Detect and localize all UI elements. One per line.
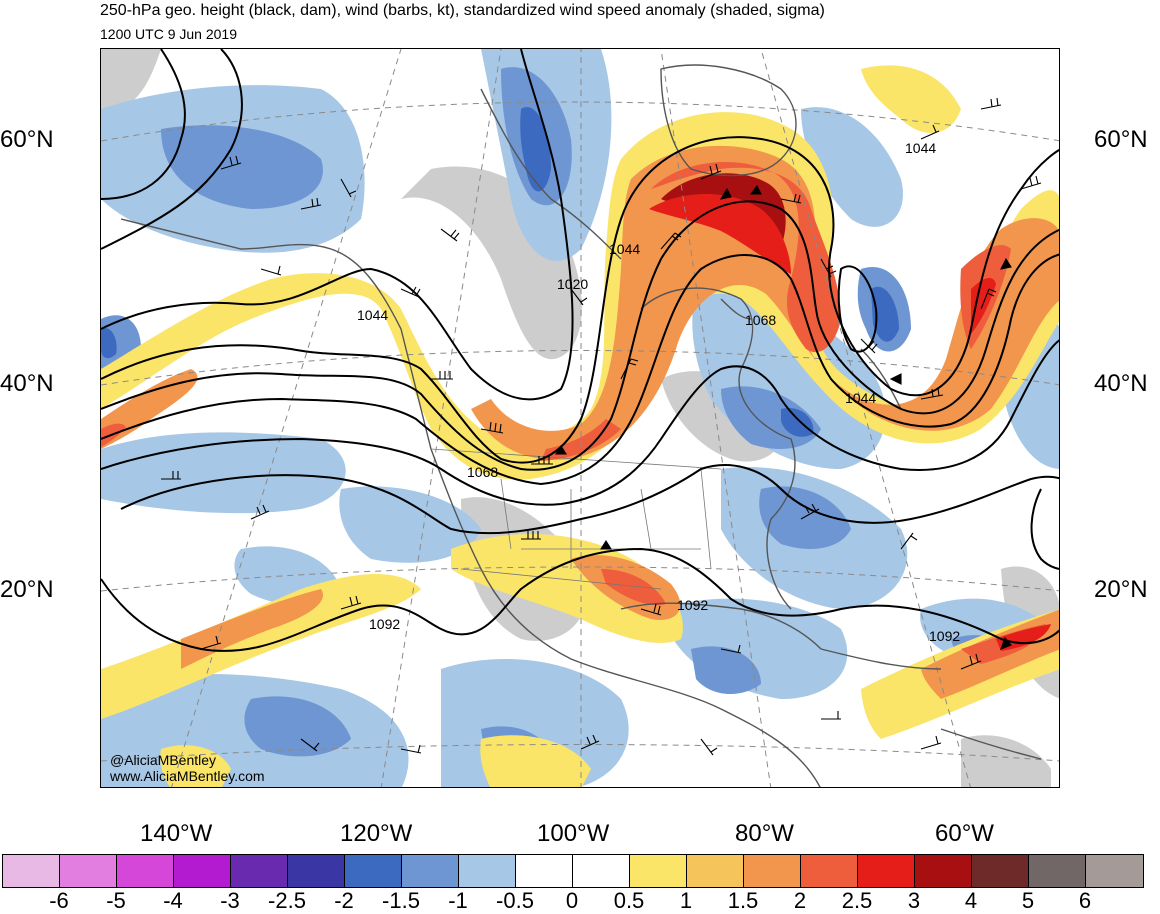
colorbar-swatch <box>687 855 744 887</box>
lon-label-140w: 140°W <box>140 820 213 847</box>
colorbar-tick-label: -6 <box>49 888 69 913</box>
colorbar-tick-label: 2 <box>793 888 807 913</box>
colorbar-tick-label: -1.5 <box>382 888 420 913</box>
map-panel: 1020 1044 1044 1044 1044 1068 1068 1092 … <box>100 48 1060 788</box>
colorbar-tick-label: -3 <box>220 888 240 913</box>
colorbar-swatch <box>345 855 402 887</box>
colorbar-tick-label: 1 <box>679 888 693 913</box>
anomaly-dark-blue <box>101 107 899 437</box>
contour-label: 1044 <box>905 140 936 156</box>
colorbar-tick-label: 1.5 <box>727 888 759 913</box>
credit-handle: @AliciaMBentley <box>110 752 217 768</box>
colorbar-tick-label: 5 <box>1021 888 1035 913</box>
colorbar-swatch <box>459 855 516 887</box>
colorbar-swatch <box>288 855 345 887</box>
contour-label: 1092 <box>369 616 400 632</box>
colorbar-tick-label: 4 <box>964 888 978 913</box>
graticule <box>101 49 1059 787</box>
colorbar-tick-label: -0.5 <box>496 888 534 913</box>
colorbar-swatch <box>3 855 60 887</box>
credit-site: www.AliciaMBentley.com <box>110 768 265 784</box>
colorbar-tick-label: -5 <box>106 888 126 913</box>
colorbar-swatch <box>915 855 972 887</box>
lon-label-120w: 120°W <box>340 820 413 847</box>
colorbar-swatch <box>858 855 915 887</box>
lat-label-40n-left: 40°N <box>0 370 54 397</box>
colorbar <box>2 854 1144 888</box>
contour-label-group: 1020 1044 1044 1044 1044 1068 1068 1092 … <box>357 140 960 644</box>
colorbar-tick-label: -2.5 <box>268 888 306 913</box>
colorbar-swatch <box>630 855 687 887</box>
colorbar-swatch <box>60 855 117 887</box>
colorbar-tick-label: -1 <box>448 888 468 913</box>
lon-label-60w: 60°W <box>935 820 994 847</box>
colorbar-tick-label: 2.5 <box>841 888 873 913</box>
colorbar-tick-label: 3 <box>907 888 921 913</box>
colorbar-swatch <box>1086 855 1143 887</box>
wind-barbs <box>161 97 1042 756</box>
lat-label-60n-left: 60°N <box>0 126 54 153</box>
contour-label: 1020 <box>557 276 588 292</box>
colorbar-swatch <box>573 855 630 887</box>
coastlines <box>120 64 1042 787</box>
valid-time: 1200 UTC 9 Jun 2019 <box>100 26 237 42</box>
contour-label: 1044 <box>357 307 388 323</box>
contour-label: 1044 <box>609 241 640 257</box>
colorbar-swatch <box>117 855 174 887</box>
colorbar-swatch <box>972 855 1029 887</box>
colorbar-swatch <box>516 855 573 887</box>
colorbar-tick-label: 6 <box>1078 888 1092 913</box>
lon-label-100w: 100°W <box>537 820 610 847</box>
colorbar-tick-label: 0 <box>565 888 579 913</box>
colorbar-swatch <box>174 855 231 887</box>
contour-label: 1068 <box>467 464 498 480</box>
political-borders <box>430 448 722 590</box>
lat-label-20n-right: 20°N <box>1094 576 1148 603</box>
colorbar-swatch <box>744 855 801 887</box>
colorbar-swatch <box>231 855 288 887</box>
colorbar-swatch <box>801 855 858 887</box>
colorbar-tick-label: 0.5 <box>613 888 645 913</box>
colorbar-tick-label: -4 <box>163 888 183 913</box>
colorbar-swatch <box>402 855 459 887</box>
contour-label: 1044 <box>845 390 876 406</box>
height-contours <box>101 49 1059 652</box>
contour-label: 1068 <box>745 312 776 328</box>
lat-label-40n-right: 40°N <box>1094 370 1148 397</box>
lat-label-20n-left: 20°N <box>0 576 54 603</box>
contour-label: 1092 <box>677 597 708 613</box>
map-title: 250-hPa geo. height (black, dam), wind (… <box>100 2 825 19</box>
colorbar-swatch <box>1029 855 1086 887</box>
lon-label-80w: 80°W <box>735 820 794 847</box>
lat-label-60n-right: 60°N <box>1094 126 1148 153</box>
map-canvas: 1020 1044 1044 1044 1044 1068 1068 1092 … <box>101 49 1059 787</box>
colorbar-tick-label: -2 <box>334 888 354 913</box>
contour-label: 1092 <box>929 628 960 644</box>
